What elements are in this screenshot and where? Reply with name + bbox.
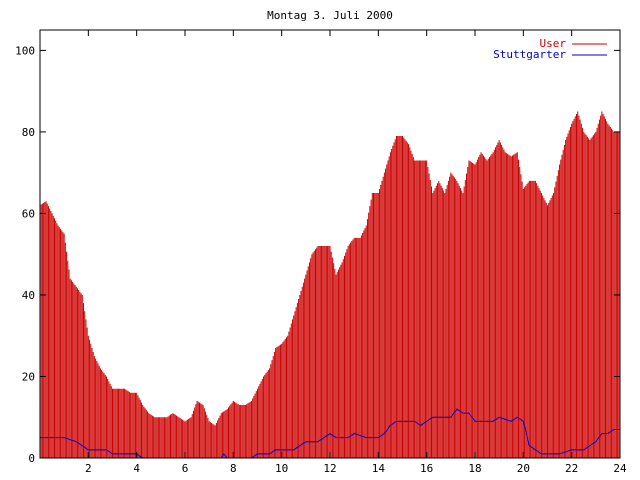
x-tick-label: 22	[565, 462, 578, 475]
y-tick-label: 0	[28, 452, 35, 465]
x-tick-label: 16	[420, 462, 433, 475]
y-tick-label: 40	[22, 289, 35, 302]
y-tick-label: 100	[15, 44, 35, 57]
x-tick-label: 8	[230, 462, 237, 475]
x-tick-label: 10	[275, 462, 288, 475]
x-tick-label: 14	[372, 462, 386, 475]
x-tick-label: 18	[468, 462, 481, 475]
plot-area	[39, 111, 621, 459]
y-tick-label: 60	[22, 207, 35, 220]
x-tick-label: 12	[323, 462, 336, 475]
legend-label: Stuttgarter	[493, 48, 566, 61]
chart-title: Montag 3. Juli 2000	[267, 9, 393, 22]
x-tick-label: 24	[613, 462, 627, 475]
x-tick-label: 4	[133, 462, 140, 475]
x-tick-label: 2	[85, 462, 92, 475]
x-tick-label: 20	[517, 462, 530, 475]
y-tick-label: 20	[22, 370, 35, 383]
y-tick-label: 80	[22, 126, 35, 139]
legend-label: User	[540, 37, 567, 50]
x-tick-label: 6	[182, 462, 189, 475]
